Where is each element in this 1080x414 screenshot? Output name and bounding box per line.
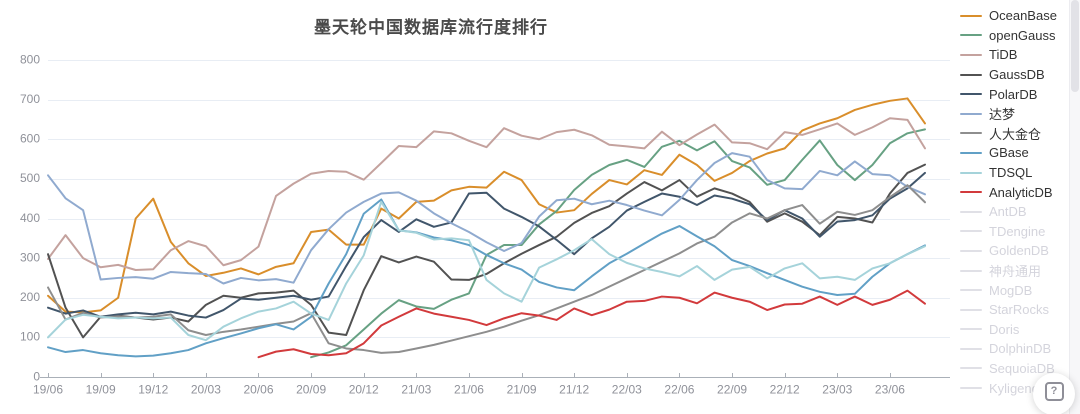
legend-line-swatch [960, 328, 982, 331]
legend-item-GaussDB[interactable]: GaussDB [960, 65, 1070, 85]
legend-line-swatch [960, 210, 982, 213]
legend-item-GBase[interactable]: GBase [960, 143, 1070, 163]
legend-item-人大金仓[interactable]: 人大金仓 [960, 124, 1070, 144]
legend-line-swatch [960, 230, 982, 233]
legend-item-label: Kyligence [989, 380, 1046, 396]
legend-line-swatch [960, 269, 982, 272]
legend-item-label: SequoiaDB [989, 360, 1055, 376]
legend-item-达梦[interactable]: 达梦 [960, 104, 1070, 124]
legend-item-label: AnalyticDB [989, 184, 1053, 200]
legend-item-MogDB[interactable]: MogDB [960, 280, 1070, 300]
legend-line-swatch [960, 289, 982, 292]
legend-item-GoldenDB[interactable]: GoldenDB [960, 241, 1070, 261]
legend-item-label: GoldenDB [989, 243, 1049, 259]
legend-line-swatch [960, 132, 982, 135]
legend-line-swatch [960, 367, 982, 370]
legend-item-label: openGauss [989, 27, 1056, 43]
scrollbar-track[interactable] [1069, 0, 1080, 414]
legend-item-label: TDengine [989, 223, 1046, 239]
legend-item-label: Doris [989, 321, 1020, 337]
legend-item-label: PolarDB [989, 86, 1038, 102]
legend-line-swatch [960, 34, 982, 37]
legend-line-swatch [960, 14, 982, 17]
legend-item-label: StarRocks [989, 302, 1049, 318]
legend-item-SequoiaDB[interactable]: SequoiaDB [960, 359, 1070, 379]
legend-line-swatch [960, 308, 982, 311]
legend-item-label: 神舟通用 [989, 264, 1042, 280]
legend-line-swatch [960, 73, 982, 76]
legend-line-swatch [960, 151, 982, 154]
legend-item-Kyligence[interactable]: Kyligence [960, 378, 1070, 398]
scrollbar-thumb[interactable] [1071, 0, 1079, 92]
question-mark-icon: ? [1044, 381, 1064, 401]
legend-line-swatch [960, 171, 982, 174]
legend-line-swatch [960, 112, 982, 115]
legend-item-OceanBase[interactable]: OceanBase [960, 6, 1070, 26]
legend-item-StarRocks[interactable]: StarRocks [960, 300, 1070, 320]
legend-item-label: 达梦 [989, 107, 1016, 123]
legend-item-openGauss[interactable]: openGauss [960, 26, 1070, 46]
legend-item-label: GaussDB [989, 67, 1045, 83]
legend-item-label: DolphinDB [989, 341, 1052, 357]
legend: OceanBase openGauss TiDB GaussDB PolarDB 达梦人大… [960, 6, 1070, 398]
legend-item-label: AntDB [989, 204, 1027, 220]
legend-item-label: TiDB [989, 47, 1018, 63]
help-badge-button[interactable]: ? [1033, 373, 1075, 414]
legend-item-label: GBase [989, 145, 1029, 161]
legend-item-label: 人大金仓 [989, 126, 1042, 142]
legend-item-AnalyticDB[interactable]: AnalyticDB [960, 182, 1070, 202]
legend-item-label: OceanBase [989, 8, 1057, 24]
legend-item-DolphinDB[interactable]: DolphinDB [960, 339, 1070, 359]
legend-item-label: MogDB [989, 282, 1033, 298]
legend-line-swatch [960, 191, 982, 194]
legend-line-swatch [960, 53, 982, 56]
legend-item-TiDB[interactable]: TiDB [960, 45, 1070, 65]
legend-line-swatch [960, 387, 982, 390]
legend-item-TDSQL[interactable]: TDSQL [960, 163, 1070, 183]
legend-line-swatch [960, 347, 982, 350]
legend-item-PolarDB[interactable]: PolarDB [960, 84, 1070, 104]
legend-line-swatch [960, 93, 982, 96]
legend-line-swatch [960, 249, 982, 252]
legend-item-神舟通用[interactable]: 神舟通用 [960, 261, 1070, 281]
legend-item-Doris[interactable]: Doris [960, 320, 1070, 340]
legend-item-AntDB[interactable]: AntDB [960, 202, 1070, 222]
chart-canvas[interactable] [0, 0, 960, 414]
legend-item-label: TDSQL [989, 165, 1033, 181]
legend-item-TDengine[interactable]: TDengine [960, 222, 1070, 242]
